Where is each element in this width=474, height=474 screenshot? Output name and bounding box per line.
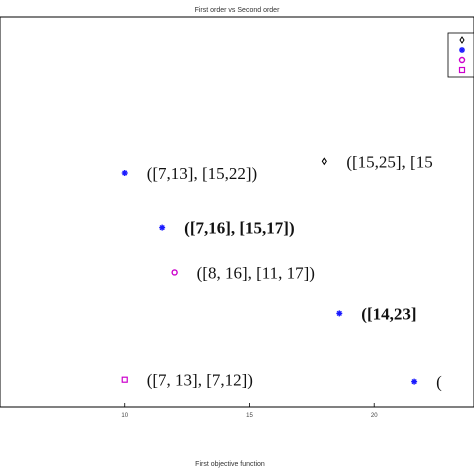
legend-marker-square [458,66,466,74]
data-point [336,310,343,317]
x-axis-label: First objective function [195,461,265,468]
data-point [121,170,128,176]
legend-marker-circle [458,56,466,64]
legend [447,32,474,78]
legend-box [447,32,474,78]
x-tick-label: 15 [246,413,253,419]
data-point [159,224,166,231]
legend-marker-star [459,47,465,53]
data-point [121,376,128,383]
point-label: ([14,23] [361,304,416,323]
data-point [411,378,418,385]
point-label: ([8, 16], [11, 17]) [197,263,315,282]
data-point [321,157,327,166]
point-label: ( [436,373,442,392]
point-label: ([7,13], [15,22]) [147,164,257,183]
data-points [121,157,418,385]
x-tick-label: 10 [121,413,128,419]
point-label: ([7, 13], [7,12]) [147,371,253,390]
x-tick-label: 20 [371,413,378,419]
data-point [171,269,178,276]
point-label: ([15,25], [15 [346,152,432,171]
plot-frame [0,16,474,408]
chart-title: First order vs Second order [195,7,280,14]
legend-marker-diamond [459,36,465,44]
x-axis-ticks: 10 15 20 [121,403,378,419]
point-label: ([7,16], [15,17]) [184,219,294,238]
point-annotations: ([15,25], [15 ([7,13], [15,22]) ([7,16], [… [147,152,442,391]
